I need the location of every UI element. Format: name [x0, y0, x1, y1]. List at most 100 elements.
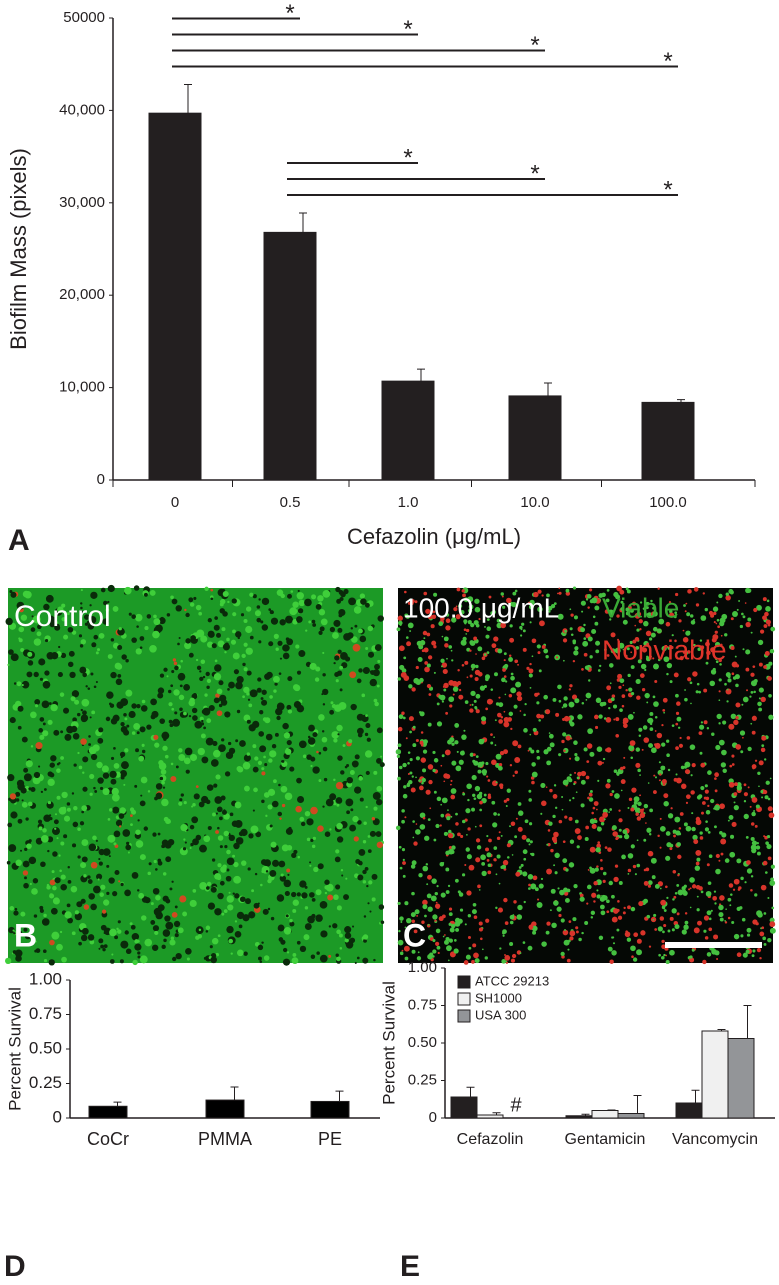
- speckle: [291, 853, 296, 858]
- speckle: [398, 621, 403, 626]
- speckle: [485, 847, 489, 851]
- speckle: [396, 826, 401, 831]
- speckle: [81, 709, 83, 711]
- speckle: [636, 864, 640, 868]
- x-tick-label: PMMA: [198, 1129, 252, 1149]
- speckle: [370, 679, 377, 686]
- speckle: [58, 762, 60, 764]
- speckle: [158, 904, 165, 911]
- speckle: [759, 932, 764, 937]
- speckle: [516, 691, 521, 696]
- speckle: [372, 897, 376, 901]
- speckle: [21, 787, 27, 793]
- speckle: [441, 665, 443, 667]
- speckle: [685, 769, 690, 774]
- bar: [509, 396, 561, 480]
- speckle: [675, 892, 678, 895]
- speckle: [242, 663, 245, 666]
- speckle: [663, 801, 668, 806]
- speckle: [85, 685, 87, 687]
- speckle: [746, 950, 750, 954]
- speckle: [505, 680, 507, 682]
- speckle: [198, 748, 205, 755]
- speckle: [174, 921, 180, 927]
- speckle: [533, 875, 538, 880]
- speckle: [426, 633, 430, 637]
- speckle: [646, 915, 650, 919]
- y-tick-label: 0: [53, 1107, 62, 1126]
- speckle: [581, 803, 585, 807]
- y-tick-label: 0.25: [408, 1071, 437, 1088]
- speckle: [499, 763, 502, 766]
- speckle: [696, 819, 702, 825]
- speckle: [608, 947, 613, 952]
- speckle: [637, 769, 641, 773]
- speckle: [179, 695, 184, 700]
- bar: [477, 1115, 503, 1118]
- speckle: [269, 750, 276, 757]
- speckle: [464, 864, 466, 866]
- speckle: [609, 881, 613, 885]
- speckle: [448, 849, 454, 855]
- speckle: [210, 957, 217, 964]
- speckle: [729, 765, 732, 768]
- significance-mark: *: [285, 0, 294, 27]
- speckle: [207, 784, 214, 791]
- speckle: [768, 806, 773, 811]
- speckle: [467, 799, 469, 801]
- speckle: [611, 895, 615, 899]
- speckle: [434, 920, 436, 922]
- speckle: [340, 947, 343, 950]
- speckle: [172, 719, 180, 727]
- speckle: [376, 831, 382, 837]
- speckle: [297, 671, 301, 675]
- speckle: [72, 792, 74, 794]
- speckle: [135, 829, 141, 835]
- speckle: [457, 669, 459, 671]
- speckle: [443, 683, 448, 688]
- speckle: [764, 624, 768, 628]
- speckle: [552, 815, 555, 818]
- speckle: [230, 813, 234, 817]
- speckle: [115, 663, 122, 670]
- speckle: [258, 945, 263, 950]
- speckle: [81, 639, 86, 644]
- speckle: [498, 908, 503, 913]
- speckle: [673, 870, 677, 874]
- speckle: [214, 616, 218, 620]
- speckle: [403, 794, 408, 799]
- bar: [642, 402, 694, 480]
- speckle: [91, 862, 98, 869]
- speckle: [485, 762, 488, 765]
- speckle: [330, 701, 333, 704]
- significance-mark: *: [663, 176, 672, 203]
- speckle: [684, 762, 690, 768]
- speckle: [696, 862, 700, 866]
- speckle: [461, 734, 467, 740]
- speckle: [523, 629, 526, 632]
- speckle: [431, 896, 437, 902]
- speckle: [770, 778, 772, 780]
- speckle: [401, 820, 405, 824]
- speckle: [593, 807, 596, 810]
- speckle: [675, 723, 678, 726]
- speckle: [130, 922, 133, 925]
- speckle: [628, 873, 630, 875]
- speckle: [241, 860, 246, 865]
- speckle: [226, 876, 232, 882]
- speckle: [22, 684, 24, 686]
- y-tick-label: 0.25: [29, 1073, 62, 1092]
- speckle: [481, 862, 485, 866]
- speckle: [345, 932, 351, 938]
- speckle: [571, 633, 574, 636]
- speckle: [53, 730, 59, 736]
- speckle: [235, 631, 241, 637]
- speckle: [320, 955, 328, 963]
- speckle: [563, 660, 565, 662]
- speckle: [252, 721, 259, 728]
- speckle: [20, 912, 25, 917]
- speckle: [608, 811, 610, 813]
- speckle: [645, 822, 647, 824]
- speckle: [435, 942, 439, 946]
- speckle: [487, 859, 490, 862]
